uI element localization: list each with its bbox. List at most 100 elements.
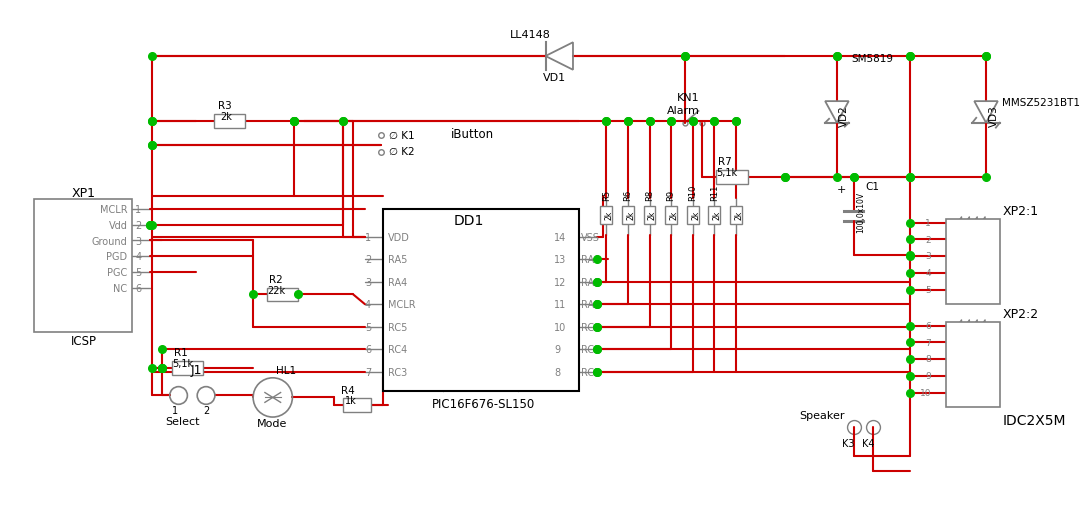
Text: PGD: PGD bbox=[106, 252, 128, 262]
Text: 2k: 2k bbox=[691, 210, 700, 220]
Text: XP2:2: XP2:2 bbox=[1002, 308, 1038, 321]
Text: RA5: RA5 bbox=[388, 255, 407, 265]
Text: RC1: RC1 bbox=[581, 345, 601, 355]
Text: RC5: RC5 bbox=[388, 323, 407, 333]
Text: KN1: KN1 bbox=[677, 93, 700, 103]
Text: R10: R10 bbox=[688, 185, 697, 201]
Text: R4: R4 bbox=[342, 385, 355, 395]
Text: 2: 2 bbox=[926, 235, 931, 244]
Text: K3: K3 bbox=[842, 439, 855, 449]
Text: IDC2X5M: IDC2X5M bbox=[1002, 414, 1066, 428]
Text: VD1: VD1 bbox=[543, 73, 566, 83]
Bar bbox=[601, 206, 613, 224]
Text: 1: 1 bbox=[365, 233, 371, 242]
Text: PGC: PGC bbox=[107, 268, 128, 278]
Text: MCLR: MCLR bbox=[100, 205, 128, 215]
Text: 2k: 2k bbox=[627, 210, 636, 220]
Text: 10: 10 bbox=[919, 389, 931, 398]
Text: RA0: RA0 bbox=[581, 255, 601, 265]
Text: Alarm: Alarm bbox=[667, 106, 700, 116]
Bar bbox=[622, 206, 633, 224]
Bar bbox=[687, 206, 699, 224]
Text: PIC16F676-SL150: PIC16F676-SL150 bbox=[431, 399, 535, 411]
Text: 6: 6 bbox=[365, 345, 371, 355]
Text: DD1: DD1 bbox=[454, 214, 484, 228]
Bar bbox=[34, 199, 132, 332]
Bar bbox=[729, 206, 741, 224]
Text: C1: C1 bbox=[865, 182, 879, 192]
Bar bbox=[171, 361, 203, 375]
Text: 3: 3 bbox=[365, 278, 371, 288]
Text: 13: 13 bbox=[555, 255, 567, 265]
Bar bbox=[946, 219, 1000, 304]
Text: 9: 9 bbox=[925, 372, 931, 381]
Text: 2: 2 bbox=[365, 255, 371, 265]
Bar bbox=[946, 322, 1000, 407]
Text: 11: 11 bbox=[555, 300, 567, 310]
Text: 5: 5 bbox=[135, 268, 142, 278]
Text: 9: 9 bbox=[555, 345, 560, 355]
Text: 2k: 2k bbox=[648, 210, 657, 220]
Text: 10: 10 bbox=[555, 323, 567, 333]
Text: +: + bbox=[836, 184, 845, 194]
Text: RC4: RC4 bbox=[388, 345, 407, 355]
Text: XP2:1: XP2:1 bbox=[1002, 205, 1038, 218]
Text: RA1: RA1 bbox=[581, 278, 601, 288]
Text: XP1: XP1 bbox=[71, 187, 95, 201]
Text: 4: 4 bbox=[365, 300, 371, 310]
Text: 7: 7 bbox=[365, 368, 371, 378]
Text: R2: R2 bbox=[269, 275, 283, 285]
Text: SM5819: SM5819 bbox=[852, 54, 893, 64]
Text: NC: NC bbox=[114, 284, 128, 294]
Text: RC3: RC3 bbox=[388, 368, 407, 378]
Bar bbox=[214, 114, 246, 128]
Text: R3: R3 bbox=[217, 101, 232, 111]
Text: MMSZ5231BT1: MMSZ5231BT1 bbox=[1001, 98, 1080, 108]
Bar bbox=[665, 206, 677, 224]
Text: R5: R5 bbox=[602, 190, 610, 201]
Text: J1: J1 bbox=[190, 364, 202, 377]
Text: 4: 4 bbox=[135, 252, 142, 262]
Text: 2k: 2k bbox=[219, 112, 232, 122]
Text: 12: 12 bbox=[555, 278, 567, 288]
Text: VD2: VD2 bbox=[839, 105, 848, 127]
Text: 2: 2 bbox=[135, 221, 142, 231]
Text: R6: R6 bbox=[624, 190, 632, 201]
Text: RC0: RC0 bbox=[581, 323, 601, 333]
Text: 14: 14 bbox=[555, 233, 567, 242]
Bar bbox=[716, 170, 748, 184]
Text: VD3: VD3 bbox=[989, 105, 999, 127]
Text: 1k: 1k bbox=[345, 397, 357, 407]
Text: 22k: 22k bbox=[266, 286, 285, 296]
Text: 4: 4 bbox=[926, 269, 931, 278]
Text: 2: 2 bbox=[203, 406, 210, 416]
Text: 2k: 2k bbox=[713, 210, 722, 220]
Bar bbox=[709, 206, 720, 224]
Text: iButton: iButton bbox=[451, 128, 495, 140]
Text: 1: 1 bbox=[171, 406, 178, 416]
Text: VSS: VSS bbox=[581, 233, 600, 242]
Text: Mode: Mode bbox=[257, 419, 287, 429]
Text: 3: 3 bbox=[925, 252, 931, 261]
Text: RA2: RA2 bbox=[581, 300, 601, 310]
Text: R1: R1 bbox=[174, 348, 188, 359]
Text: R9: R9 bbox=[666, 190, 676, 201]
Text: 3: 3 bbox=[135, 237, 142, 247]
Text: RC2: RC2 bbox=[581, 368, 601, 378]
Text: ICSP: ICSP bbox=[70, 335, 96, 347]
Text: Ground: Ground bbox=[92, 237, 128, 247]
Text: 2k: 2k bbox=[734, 210, 744, 220]
Text: K4: K4 bbox=[862, 439, 875, 449]
Text: VDD: VDD bbox=[388, 233, 410, 242]
Text: RA4: RA4 bbox=[388, 278, 407, 288]
Text: HL1: HL1 bbox=[275, 366, 296, 376]
Text: 8: 8 bbox=[925, 355, 931, 364]
Text: R11: R11 bbox=[710, 185, 719, 201]
Text: 7: 7 bbox=[925, 338, 931, 347]
Text: 6: 6 bbox=[135, 284, 142, 294]
Text: 5: 5 bbox=[365, 323, 371, 333]
Text: 100,0x10V: 100,0x10V bbox=[856, 191, 866, 232]
Text: LL4148: LL4148 bbox=[509, 31, 550, 41]
Bar bbox=[343, 399, 371, 412]
Text: ∅ K2: ∅ K2 bbox=[389, 147, 414, 157]
